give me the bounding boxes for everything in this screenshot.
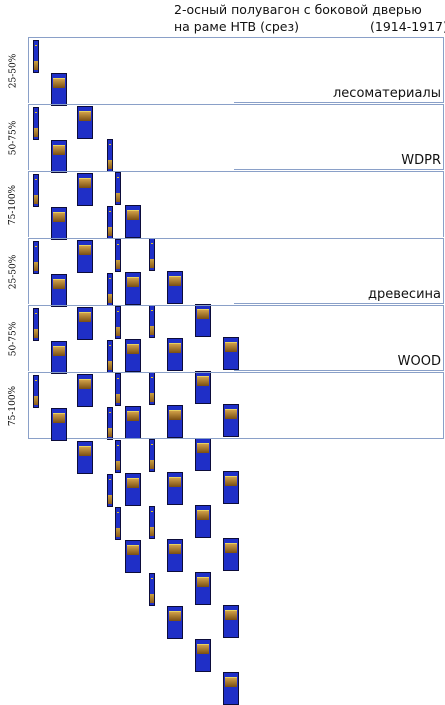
stake-car-icon bbox=[33, 40, 39, 73]
stake-car-icon bbox=[149, 506, 155, 539]
box-car-icon bbox=[223, 404, 239, 437]
box-car-icon bbox=[77, 240, 93, 273]
box-car-icon bbox=[125, 540, 141, 573]
stake-car-icon bbox=[115, 306, 121, 339]
box-car-icon bbox=[51, 341, 67, 374]
stake-car-icon bbox=[115, 507, 121, 540]
years: (1914-1917) bbox=[370, 19, 445, 34]
sprite-panel: WDPR bbox=[28, 104, 444, 437]
box-car-icon bbox=[223, 538, 239, 571]
stake-car-icon bbox=[115, 373, 121, 406]
box-car-icon bbox=[195, 505, 211, 538]
box-car-icon bbox=[223, 471, 239, 504]
cargo-divider bbox=[234, 303, 443, 304]
load-label-text: 25-50% bbox=[8, 53, 18, 88]
box-car-icon bbox=[77, 106, 93, 139]
sprite-row: 75-100% bbox=[0, 372, 445, 705]
stake-car-icon bbox=[115, 440, 121, 473]
box-car-icon bbox=[77, 173, 93, 206]
sprite-panel: WOOD bbox=[28, 305, 444, 638]
cargo-label: древесина bbox=[368, 287, 441, 302]
box-car-icon bbox=[167, 271, 183, 304]
box-car-icon bbox=[167, 472, 183, 505]
load-label-text: 75-100% bbox=[8, 385, 19, 426]
load-label: 50-75% bbox=[0, 305, 26, 372]
cargo-divider bbox=[234, 102, 443, 103]
stake-car-icon bbox=[149, 573, 155, 606]
box-car-icon bbox=[195, 639, 211, 672]
cargo-divider bbox=[234, 370, 443, 371]
stake-car-icon bbox=[33, 308, 39, 341]
load-label: 25-50% bbox=[0, 238, 26, 305]
sprite-panel bbox=[28, 372, 444, 705]
box-car-icon bbox=[77, 307, 93, 340]
box-car-icon bbox=[195, 304, 211, 337]
box-car-icon bbox=[223, 672, 239, 705]
stake-car-icon bbox=[33, 174, 39, 207]
box-car-icon bbox=[51, 140, 67, 173]
box-car-icon bbox=[125, 473, 141, 506]
sprite-row: 50-75% WDPR bbox=[0, 104, 445, 437]
title-line-2: на раме НТВ (срез) bbox=[174, 19, 299, 34]
load-label: 75-100% bbox=[0, 171, 26, 238]
load-label-text: 50-75% bbox=[8, 120, 18, 155]
box-car-icon bbox=[223, 337, 239, 370]
sprite-row: 25-50% древесина bbox=[0, 238, 445, 571]
sprite-row: 25-50% лесоматериалы bbox=[0, 37, 445, 370]
box-car-icon bbox=[167, 606, 183, 639]
stake-car-icon bbox=[115, 172, 121, 205]
box-car-icon bbox=[51, 408, 67, 441]
stake-car-icon bbox=[33, 241, 39, 274]
box-car-icon bbox=[167, 539, 183, 572]
box-car-icon bbox=[195, 438, 211, 471]
load-label-text: 50-75% bbox=[8, 321, 18, 356]
box-car-icon bbox=[77, 374, 93, 407]
cargo-label: WDPR bbox=[401, 153, 441, 168]
stake-car-icon bbox=[33, 375, 39, 408]
box-car-icon bbox=[125, 205, 141, 238]
sprite-panel: древесина bbox=[28, 238, 444, 571]
stake-car-icon bbox=[107, 474, 113, 507]
cargo-label: лесоматериалы bbox=[333, 86, 441, 101]
sprite-panel bbox=[28, 171, 444, 504]
box-car-icon bbox=[125, 339, 141, 372]
box-car-icon bbox=[51, 207, 67, 240]
box-car-icon bbox=[51, 73, 67, 106]
stake-car-icon bbox=[115, 239, 121, 272]
box-car-icon bbox=[195, 572, 211, 605]
title-line-1: 2-осный полувагон с боковой дверью bbox=[174, 2, 422, 17]
sprite-panel: лесоматериалы bbox=[28, 37, 444, 370]
sprite-row: 75-100% bbox=[0, 171, 445, 504]
box-car-icon bbox=[195, 371, 211, 404]
cargo-divider bbox=[234, 169, 443, 170]
stake-car-icon bbox=[149, 439, 155, 472]
header: 2-осный полувагон с боковой дверью на ра… bbox=[0, 0, 445, 37]
load-label: 50-75% bbox=[0, 104, 26, 171]
box-car-icon bbox=[167, 405, 183, 438]
cargo-label: WOOD bbox=[397, 354, 441, 369]
box-car-icon bbox=[77, 441, 93, 474]
box-car-icon bbox=[51, 274, 67, 307]
load-label: 25-50% bbox=[0, 37, 26, 104]
sprite-row: 50-75% WOOD bbox=[0, 305, 445, 638]
box-car-icon bbox=[167, 338, 183, 371]
box-car-icon bbox=[125, 272, 141, 305]
load-label: 75-100% bbox=[0, 372, 26, 439]
box-car-icon bbox=[223, 605, 239, 638]
stake-car-icon bbox=[33, 107, 39, 140]
load-label-text: 25-50% bbox=[8, 254, 18, 289]
load-label-text: 75-100% bbox=[8, 184, 19, 225]
